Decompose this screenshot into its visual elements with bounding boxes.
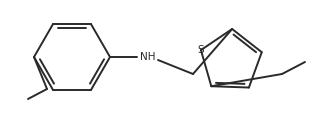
Text: S: S <box>197 45 204 55</box>
Text: NH: NH <box>140 52 156 62</box>
